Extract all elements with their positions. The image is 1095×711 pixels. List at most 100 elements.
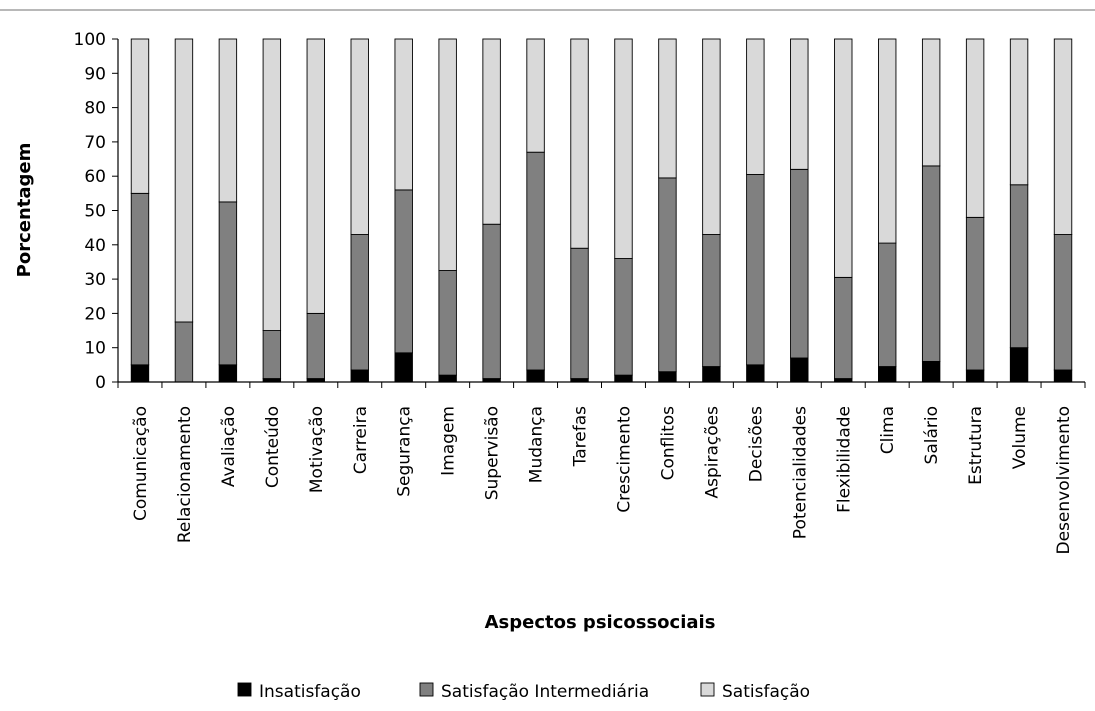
x-tick-label: Carreira (351, 406, 371, 474)
bar-segment (218, 201, 238, 366)
x-tick-label: Aspirações (702, 406, 722, 499)
x-tick-label: Salário (922, 406, 942, 464)
bar-segment (350, 234, 369, 371)
legend-label: Satisfação Intermediária (441, 682, 649, 702)
x-tick-label: Segurança (395, 406, 415, 497)
bar-segment (790, 38, 809, 170)
y-tick-label: 40 (84, 236, 106, 256)
bar-segment (746, 174, 765, 366)
y-tick-label: 100 (74, 30, 106, 50)
bar-segment (702, 366, 721, 383)
bar-segment (746, 38, 765, 175)
bar-segment (262, 38, 282, 331)
bar-segment (1053, 369, 1073, 383)
x-tick-label: Clima (878, 406, 898, 454)
bar-segment (1053, 38, 1073, 235)
bar-segment (702, 38, 721, 235)
bar-segment (394, 352, 413, 383)
x-tick-label: Imagem (439, 406, 459, 476)
bar-segment (570, 247, 589, 380)
bar-segment (526, 151, 545, 371)
bar-segment (526, 38, 545, 153)
bar-segment (790, 168, 809, 359)
y-tick-label: 50 (84, 202, 106, 222)
bar-segment (438, 374, 457, 383)
x-tick-label: Conflitos (658, 406, 678, 481)
bar-segment (834, 276, 853, 380)
x-tick-label: Volume (1010, 406, 1030, 469)
bar-segment (614, 258, 633, 376)
bar-segment (702, 234, 721, 368)
bar-segment (965, 216, 985, 371)
x-tick-label: Crescimento (614, 406, 634, 513)
bar-segment (438, 270, 457, 376)
bars (130, 38, 1073, 383)
bar-segment (130, 38, 150, 194)
y-axis-title: Porcentagem (14, 143, 35, 278)
bar-segment (350, 369, 369, 383)
x-tick-label: Flexibilidade (834, 406, 854, 513)
bar-segment (965, 38, 985, 218)
x-axis-title: Aspectos psicossociais (485, 612, 716, 633)
bar-segment (482, 38, 501, 225)
y-tick-label: 80 (84, 99, 106, 119)
legend-swatch (700, 682, 715, 697)
bar-segment (130, 364, 150, 383)
bar-segment (570, 38, 589, 249)
bar-segment (790, 357, 809, 383)
bar-segment (218, 364, 238, 383)
x-tick-label: Avaliação (219, 406, 239, 487)
bar-segment (614, 374, 633, 383)
bar-segment (174, 38, 194, 323)
x-tick-label: Potencialidades (790, 406, 810, 539)
bar-segment (834, 38, 853, 278)
y-tick-label: 10 (84, 339, 106, 359)
bar-segment (614, 38, 633, 259)
y-tick-label: 30 (84, 270, 106, 290)
x-tick-label: Desenvolvimento (1054, 406, 1074, 554)
bar-segment (965, 369, 985, 383)
bar-segment (438, 38, 457, 271)
y-tick-label: 0 (95, 373, 106, 393)
x-tick-label: Tarefas (571, 406, 591, 467)
bar-segment (658, 177, 677, 373)
x-tick-label: Conteúdo (263, 406, 283, 488)
bar-segment (921, 360, 941, 383)
bar-segment (921, 38, 941, 167)
legend-swatch (237, 682, 252, 697)
bar-segment (482, 223, 501, 380)
bar-segment (526, 369, 545, 383)
bar-segment (306, 312, 325, 380)
bar-segment (746, 364, 765, 383)
bar-segment (658, 371, 677, 383)
x-tick-label: Estrutura (966, 406, 986, 485)
bar-segment (306, 38, 325, 314)
bar-segment (1009, 347, 1029, 383)
x-tick-label: Relacionamento (175, 406, 195, 543)
bar-segment (394, 189, 413, 354)
bar-segment (878, 366, 897, 383)
bar-segment (350, 38, 369, 235)
x-tick-label: Decisões (746, 406, 766, 482)
legend-swatch (419, 682, 434, 697)
legend-label: Insatisfação (259, 682, 361, 702)
y-tick-label: 20 (84, 304, 106, 324)
bar-segment (1009, 38, 1029, 186)
bar-segment (262, 330, 282, 380)
x-tick-label: Motivação (307, 406, 327, 493)
bar-segment (658, 38, 677, 179)
bar-segment (921, 165, 941, 362)
legend-label: Satisfação (722, 682, 810, 702)
bar-segment (130, 192, 150, 366)
y-tick-label: 70 (84, 133, 106, 153)
x-tick-label: Comunicação (131, 406, 151, 521)
bar-segment (878, 38, 897, 244)
bar-segment (878, 242, 897, 368)
bar-segment (174, 321, 194, 383)
y-tick-label: 60 (84, 167, 106, 187)
x-axis-ticks: Comunicação Relacionamento Avaliação Conteú… (117, 382, 1086, 554)
bar-segment (1009, 184, 1029, 349)
legend: Insatisfação Satisfação Intermediária Sati… (237, 682, 810, 702)
